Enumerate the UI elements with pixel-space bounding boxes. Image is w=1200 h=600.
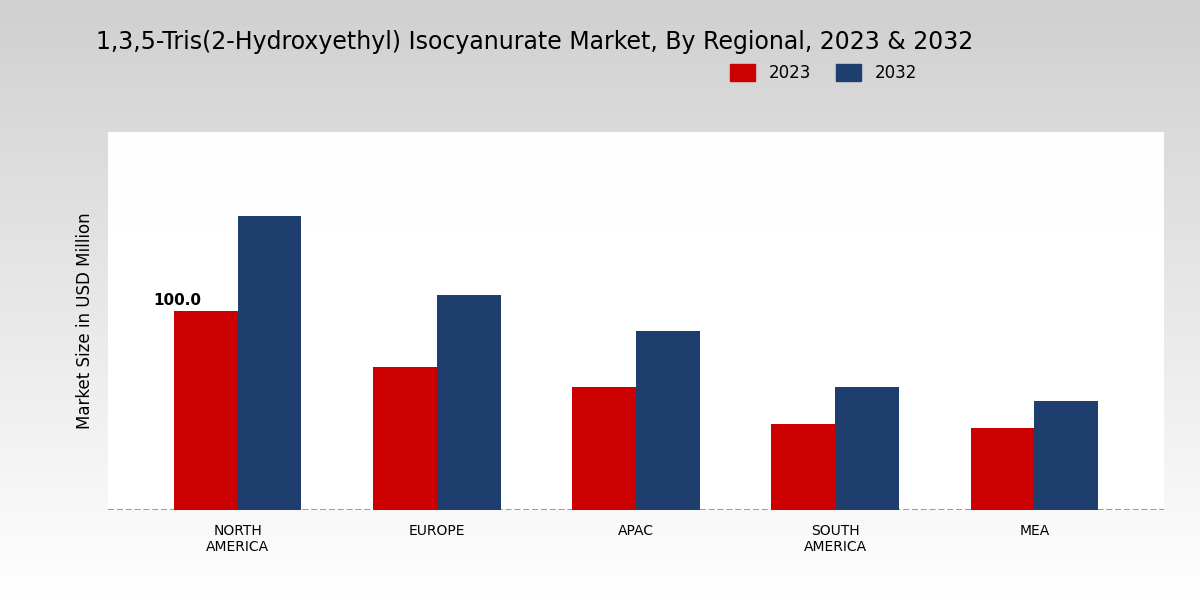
Bar bbox=[373, 367, 437, 510]
Text: 100.0: 100.0 bbox=[154, 293, 202, 308]
Bar bbox=[437, 295, 500, 510]
Bar bbox=[238, 215, 301, 510]
Bar bbox=[772, 424, 835, 510]
Bar bbox=[572, 386, 636, 510]
Legend: 2023, 2032: 2023, 2032 bbox=[724, 57, 923, 89]
Text: 1,3,5-Tris(2-Hydroxyethyl) Isocyanurate Market, By Regional, 2023 & 2032: 1,3,5-Tris(2-Hydroxyethyl) Isocyanurate … bbox=[96, 30, 973, 54]
Bar bbox=[174, 311, 238, 510]
Bar bbox=[636, 331, 700, 510]
Y-axis label: Market Size in USD Million: Market Size in USD Million bbox=[76, 212, 94, 430]
Bar bbox=[971, 428, 1034, 510]
Bar bbox=[835, 386, 899, 510]
Bar bbox=[1034, 401, 1098, 510]
